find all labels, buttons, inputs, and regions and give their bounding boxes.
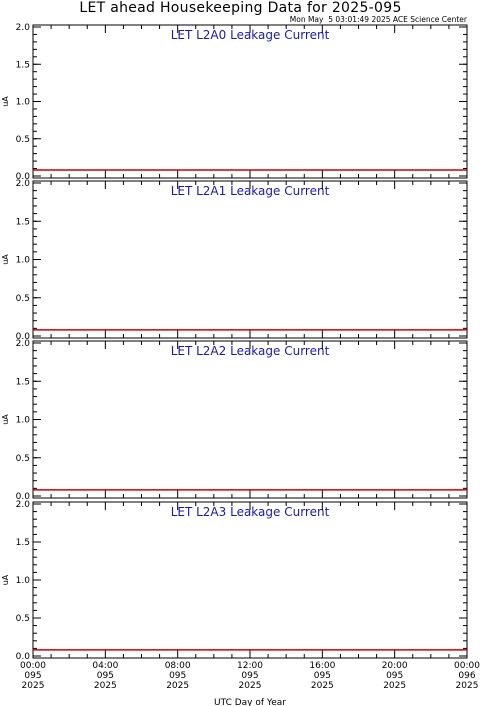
y-tick-label: 2.0 bbox=[16, 339, 31, 349]
x-tick-label-year: 2025 bbox=[166, 681, 189, 691]
y-tick-label: 0.0 bbox=[16, 492, 31, 502]
y-tick-label: 2.0 bbox=[16, 23, 31, 33]
y-tick-label: 1.5 bbox=[16, 217, 30, 227]
y-tick-label: 2.0 bbox=[16, 179, 31, 189]
page-title: LET ahead Housekeeping Data for 2025-095 bbox=[79, 0, 402, 16]
panel-title: LET L2A0 Leakage Current bbox=[171, 28, 330, 42]
x-tick-label-time: 16:00 bbox=[309, 661, 335, 671]
x-tick-label-doy: 096 bbox=[458, 671, 475, 681]
y-tick-label: 1.0 bbox=[16, 98, 31, 108]
timestamp-credit: Mon May 5 03:01:49 2025 ACE Science Cent… bbox=[289, 15, 467, 24]
y-tick-label: 1.5 bbox=[16, 538, 30, 548]
x-tick-label-time: 00:00 bbox=[20, 661, 46, 671]
x-tick-label-time: 00:00 bbox=[454, 661, 480, 671]
x-tick-label-time: 08:00 bbox=[165, 661, 191, 671]
y-tick-label: 1.0 bbox=[16, 416, 31, 426]
x-tick-label-time: 04:00 bbox=[92, 661, 118, 671]
x-tick-label-year: 2025 bbox=[94, 681, 117, 691]
x-tick-label-time: 12:00 bbox=[237, 661, 263, 671]
x-tick-label-year: 2025 bbox=[22, 681, 45, 691]
x-tick-label-doy: 095 bbox=[386, 671, 403, 681]
y-tick-label: 0.5 bbox=[16, 614, 30, 624]
y-tick-label: 0.5 bbox=[16, 294, 30, 304]
y-tick-label: 2.0 bbox=[16, 500, 31, 510]
y-axis-label: uA bbox=[1, 574, 10, 585]
plot-frame bbox=[32, 180, 468, 339]
x-tick-label-doy: 095 bbox=[97, 671, 114, 681]
x-tick-label-year: 2025 bbox=[383, 681, 406, 691]
plot-frame bbox=[32, 24, 468, 179]
y-tick-label: 1.5 bbox=[16, 60, 30, 70]
x-tick-label-year: 2025 bbox=[456, 681, 479, 691]
panel-title: LET L2A2 Leakage Current bbox=[171, 344, 330, 358]
x-tick-label-doy: 095 bbox=[241, 671, 258, 681]
x-tick-label-doy: 095 bbox=[24, 671, 41, 681]
x-tick-label-year: 2025 bbox=[311, 681, 334, 691]
panel-title: LET L2A3 Leakage Current bbox=[171, 505, 330, 519]
y-tick-label: 0.5 bbox=[16, 454, 30, 464]
plot-frame bbox=[32, 340, 468, 499]
y-axis-label: uA bbox=[1, 414, 10, 425]
y-tick-label: 1.0 bbox=[16, 576, 31, 586]
x-tick-label-year: 2025 bbox=[239, 681, 262, 691]
y-tick-label: 0.0 bbox=[16, 332, 31, 342]
plot-frame bbox=[32, 501, 468, 659]
y-axis-label: uA bbox=[1, 96, 10, 107]
y-tick-label: 1.5 bbox=[16, 377, 30, 387]
y-tick-label: 0.5 bbox=[16, 135, 30, 145]
y-tick-label: 1.0 bbox=[16, 256, 31, 266]
panel-title: LET L2A1 Leakage Current bbox=[171, 184, 330, 198]
x-tick-label-doy: 095 bbox=[169, 671, 186, 681]
x-tick-label-doy: 095 bbox=[314, 671, 331, 681]
y-axis-label: uA bbox=[1, 254, 10, 265]
x-axis-label: UTC Day of Year bbox=[214, 698, 286, 706]
y-tick-label: 0.0 bbox=[16, 652, 31, 662]
y-tick-label: 0.0 bbox=[16, 172, 31, 182]
x-tick-label-time: 20:00 bbox=[382, 661, 408, 671]
